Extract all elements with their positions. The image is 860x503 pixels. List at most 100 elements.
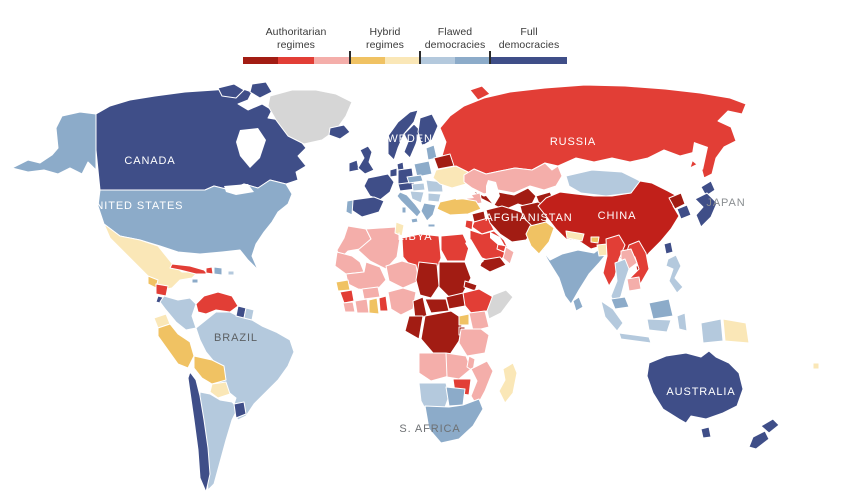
red-sea (465, 239, 484, 266)
legend-category-hybrid: Hybrid regimes (351, 26, 419, 65)
country-senegal (335, 279, 351, 292)
country-south-africa (424, 398, 484, 444)
legend-swatches-flawed (421, 57, 489, 65)
legend-swatches-authoritarian (243, 57, 349, 65)
country-burkina-faso (361, 286, 381, 300)
country-jordan (464, 219, 474, 231)
legend-swatch (421, 57, 455, 65)
country-paraguay (209, 381, 231, 399)
persian-gulf (490, 232, 505, 246)
legend: Authoritarian regimes Hybrid regimes (243, 26, 573, 65)
legend-swatch (351, 57, 385, 65)
country-sulawesi (676, 312, 688, 332)
map-label-sweden: SWEDEN (379, 133, 433, 145)
map-label-afghanistan: AFGHANISTAN (485, 212, 572, 224)
country-jamaica (191, 278, 199, 284)
great-lakes (224, 184, 254, 195)
country-ireland (348, 159, 360, 173)
country-benelux (389, 167, 398, 178)
country-new-zealand-south (748, 430, 770, 450)
legend-category-authoritarian: Authoritarian regimes (243, 26, 349, 65)
country-czech-slovakia (406, 174, 424, 184)
country-ghana (368, 297, 380, 315)
legend-swatch (455, 57, 489, 65)
legend-swatch (491, 57, 567, 65)
legend-swatch (243, 57, 279, 65)
country-myanmar (602, 234, 626, 287)
country-haiti (205, 266, 214, 275)
country-novaya-zemlya (469, 85, 491, 101)
legend-label-line: democracies (498, 38, 560, 51)
country-somalia (486, 289, 514, 320)
legend-label-line: Full (520, 26, 538, 38)
map-label-libya: LIBYA (398, 231, 433, 243)
legend-swatch (313, 57, 349, 65)
black-sea (452, 190, 474, 200)
country-egypt (440, 233, 470, 262)
country-guinea (339, 289, 355, 304)
caspian-sea (486, 180, 500, 206)
legend-swatches-full (491, 57, 567, 65)
country-uruguay (233, 401, 247, 419)
legend-label-hybrid: Hybrid regimes (351, 26, 419, 51)
legend-label-line: Authoritarian (265, 26, 327, 38)
legend-category-flawed: Flawed democracies (421, 26, 489, 65)
legend-divider (419, 51, 421, 65)
legend-swatch (278, 57, 314, 65)
country-yemen (479, 256, 507, 273)
country-sumatra (600, 300, 624, 332)
country-suriname (243, 307, 255, 321)
country-china (537, 180, 680, 264)
country-venezuela (195, 291, 239, 315)
country-turkey (436, 197, 482, 216)
country-greece (420, 202, 437, 222)
country-sicily (410, 217, 419, 224)
country-west-balkans (409, 190, 425, 204)
country-sweden (403, 123, 421, 159)
country-uganda (458, 313, 470, 326)
country-canada-arctic-island (217, 83, 245, 99)
country-south-korea (676, 204, 692, 220)
country-ukraine (432, 165, 469, 189)
map-label-canada: CANADA (124, 155, 175, 167)
country-norway (387, 109, 419, 161)
country-togo-benin (378, 295, 389, 312)
country-puerto-rico (227, 270, 235, 276)
country-kenya (468, 310, 490, 332)
country-colombia (159, 295, 197, 331)
country-alaska (11, 111, 97, 175)
country-central-african-republic (424, 298, 450, 314)
country-spain (349, 196, 385, 218)
country-new-zealand-north (760, 418, 780, 434)
country-nepal (565, 230, 585, 242)
country-cambodia (626, 276, 642, 292)
legend-label-line: regimes (365, 38, 405, 51)
country-italy (396, 191, 422, 218)
country-zambia (445, 352, 472, 380)
country-angola (418, 352, 450, 382)
country-uk (357, 145, 375, 175)
map-label-australia: AUSTRALIA (666, 386, 735, 398)
country-sardinia (401, 206, 407, 214)
map-label-s-africa: S. AFRICA (399, 423, 460, 435)
legend-label-full: Full democracies (491, 26, 567, 51)
country-usa (97, 179, 293, 271)
baltic-sea (416, 144, 426, 162)
country-western-sahara-mauritania (334, 251, 365, 275)
country-canada-arctic-island (249, 81, 273, 99)
country-india (536, 223, 608, 305)
legend-label-flawed: Flawed democracies (421, 26, 489, 51)
map-label-russia: RUSSIA (550, 136, 596, 148)
country-sri-lanka (572, 296, 584, 312)
country-malaysia-peninsula (610, 296, 630, 310)
legend-category-full: Full democracies (491, 26, 567, 65)
legend-divider (489, 51, 491, 65)
country-drc (420, 310, 464, 357)
country-australia (646, 350, 744, 424)
country-fiji (812, 362, 820, 370)
country-tunisia (394, 221, 405, 237)
map-label-japan: JAPAN (706, 197, 745, 209)
country-mozambique (470, 360, 494, 407)
